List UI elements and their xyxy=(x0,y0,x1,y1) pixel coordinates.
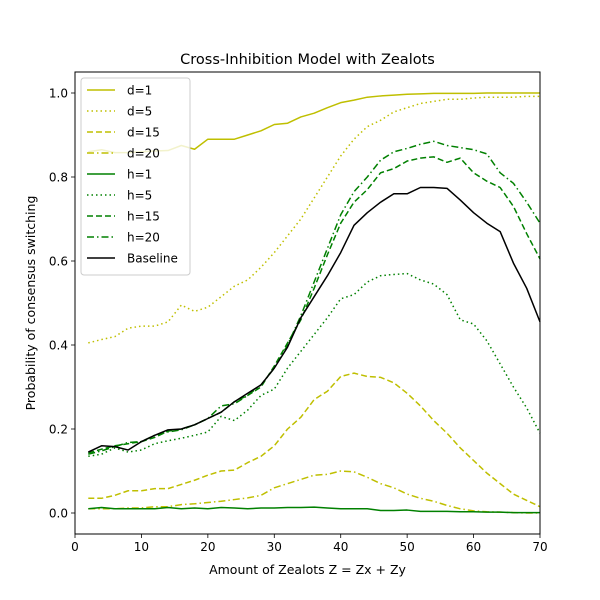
series-line-d-15 xyxy=(88,372,541,508)
y-tick-label: 0.0 xyxy=(49,506,68,520)
x-tick-label: 30 xyxy=(267,540,282,554)
y-tick-label: 0.6 xyxy=(49,254,68,268)
y-tick-label: 0.4 xyxy=(49,338,68,352)
x-tick-label: 50 xyxy=(400,540,415,554)
x-tick-label: 70 xyxy=(532,540,547,554)
y-tick-label: 1.0 xyxy=(49,86,68,100)
x-tick-label: 0 xyxy=(71,540,79,554)
legend-label-h-5: h=5 xyxy=(127,189,152,203)
series-line-h-20 xyxy=(88,140,541,455)
series-line-h-15 xyxy=(88,156,541,454)
legend-label-h-1: h=1 xyxy=(127,168,152,182)
legend-box xyxy=(80,77,191,276)
x-axis: 0 10 20 30 40 50 60 70 xyxy=(71,534,548,554)
legend-label-d-15: d=15 xyxy=(127,126,160,140)
legend-label-d-5: d=5 xyxy=(127,105,152,119)
legend-label-d-1: d=1 xyxy=(127,84,152,98)
legend-label-h-15: h=15 xyxy=(127,210,160,224)
x-tick-label: 20 xyxy=(200,540,215,554)
y-axis: 0.0 0.2 0.4 0.6 0.8 1.0 xyxy=(49,86,75,520)
legend: d=1 d=5 d=15 d=20 h=1 h=5 h=15 h=20 Baseline xyxy=(80,77,191,276)
chart-title: Cross-Inhibition Model with Zealots xyxy=(180,52,435,68)
legend-label-h-20: h=20 xyxy=(127,231,160,245)
series-line-baseline xyxy=(87,186,541,453)
x-tick-label: 10 xyxy=(134,540,149,554)
series-line-d-20 xyxy=(88,470,540,514)
y-tick-label: 0.8 xyxy=(49,170,68,184)
legend-label-d-20: d=20 xyxy=(127,147,160,161)
y-tick-label: 0.2 xyxy=(49,422,68,436)
series-line-h-1 xyxy=(88,506,540,514)
x-tick-label: 60 xyxy=(466,540,481,554)
y-axis-label: Probability of consensus switching xyxy=(23,196,38,411)
series-line-d-5 xyxy=(88,95,540,344)
legend-label-baseline: Baseline xyxy=(127,252,178,266)
plot-frame xyxy=(74,71,541,535)
x-tick-label: 40 xyxy=(333,540,348,554)
x-axis-label: Amount of Zealots Z = Zx + Zy xyxy=(209,562,406,577)
